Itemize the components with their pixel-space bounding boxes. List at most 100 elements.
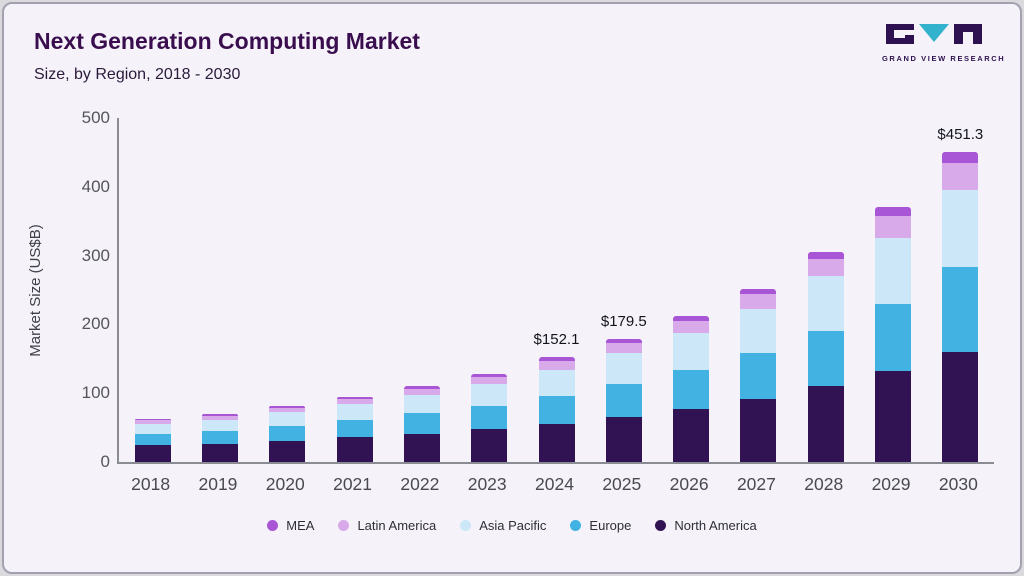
bar-segment-asia-pacific: [269, 412, 306, 426]
bar-2022: [403, 386, 440, 462]
bar-segment-latin-america: [807, 259, 844, 277]
legend-swatch-icon: [460, 520, 472, 531]
bar-segment-europe: [538, 395, 575, 425]
y-tick-label: 200: [81, 314, 110, 334]
x-tick-label: 2025: [602, 474, 642, 494]
bar-2027: [740, 288, 777, 462]
bar-segment-mea: [269, 405, 306, 408]
bar-2023: [471, 373, 508, 462]
bar-segment-mea: [336, 396, 373, 399]
chart-title: Next Generation Computing Market: [34, 28, 420, 54]
bar-segment-asia-pacific: [538, 369, 575, 396]
bar-value-annotation: $152.1: [533, 331, 580, 349]
bar-segment-asia-pacific: [740, 308, 777, 354]
bar-segment-north-america: [875, 371, 912, 462]
bar-value-annotation: $451.3: [937, 125, 984, 143]
bar-2021: [336, 396, 373, 462]
x-tick-label: 2028: [804, 474, 844, 494]
legend-swatch-icon: [338, 520, 350, 531]
legend-label: Asia Pacific: [479, 518, 547, 533]
bar-segment-europe: [336, 419, 373, 438]
bar-segment-asia-pacific: [134, 424, 171, 434]
bar-segment-north-america: [538, 424, 575, 462]
bar-segment-latin-america: [942, 162, 979, 191]
bar-2019: [201, 413, 238, 462]
bar-segment-mea: [134, 418, 171, 421]
y-tick-label: 0: [100, 452, 110, 471]
bar-segment-mea: [807, 252, 844, 260]
bar-segment-north-america: [942, 351, 979, 462]
bar-segment-north-america: [269, 440, 306, 462]
bar-segment-north-america: [336, 437, 373, 462]
legend-label: Latin America: [357, 518, 437, 533]
bar-segment-latin-america: [403, 388, 440, 396]
x-tick-label: 2021: [333, 474, 373, 494]
bar-segment-latin-america: [336, 398, 373, 405]
bar-2030: [942, 151, 979, 462]
bar-segment-asia-pacific: [673, 333, 710, 371]
bar-segment-europe: [269, 425, 306, 441]
bar-2020: [269, 405, 306, 462]
x-tick-label: 2022: [400, 474, 440, 494]
bar-segment-mea: [538, 357, 575, 361]
x-tick-label: 2030: [938, 474, 978, 494]
bar-segment-europe: [740, 353, 777, 400]
bar-segment-europe: [471, 405, 508, 430]
x-tick-label: 2029: [871, 474, 911, 494]
bar-segment-europe: [942, 267, 979, 352]
bar-segment-north-america: [134, 445, 171, 462]
logo-text: GRAND VIEW RESEARCH: [882, 54, 1006, 63]
y-tick-label: 100: [81, 383, 110, 403]
bar-segment-asia-pacific: [336, 404, 373, 420]
bar-segment-asia-pacific: [403, 395, 440, 414]
x-axis-labels: 2018 2019 2020 2021 2022 2023 2024 2025 2026 2027…: [117, 474, 992, 500]
bar-segment-europe: [403, 413, 440, 434]
y-axis-ticks: 0 100 200 300 400 500: [4, 108, 110, 471]
legend-item-latin-america: Latin America: [338, 518, 436, 533]
bar-segment-north-america: [403, 433, 440, 462]
bar-segment-mea: [471, 373, 508, 377]
bar-value-annotation: $179.5: [600, 312, 647, 330]
bar-segment-asia-pacific: [471, 383, 508, 406]
bar-segment-latin-america: [471, 376, 508, 384]
y-tick-label: 300: [81, 245, 110, 265]
bar-segment-latin-america: [538, 360, 575, 370]
bar-segment-north-america: [807, 386, 844, 462]
bar-segment-asia-pacific: [942, 190, 979, 268]
bar-segment-mea: [673, 316, 710, 321]
x-tick-label: 2020: [265, 474, 305, 494]
x-tick-label: 2024: [535, 474, 574, 494]
bar-segment-europe: [673, 370, 710, 409]
bar-segment-north-america: [201, 443, 238, 462]
legend-label: MEA: [286, 518, 315, 533]
bar-segment-europe: [134, 433, 171, 446]
legend-swatch-icon: [570, 520, 582, 531]
bar-segment-latin-america: [134, 420, 171, 425]
legend: MEA Latin America Asia Pacific Europe North …: [4, 518, 1020, 533]
bar-2018: [134, 418, 171, 462]
legend-item-europe: Europe: [570, 518, 631, 533]
legend-item-asia-pacific: Asia Pacific: [460, 518, 546, 533]
bar-segment-mea: [875, 207, 912, 217]
x-tick-label: 2026: [669, 474, 709, 494]
bar-segment-latin-america: [740, 294, 777, 309]
bar-segment-europe: [201, 430, 238, 444]
chart-subtitle: Size, by Region, 2018 - 2030: [34, 66, 241, 83]
x-tick-label: 2023: [467, 474, 507, 494]
bar-segment-north-america: [471, 429, 508, 462]
bar-segment-europe: [875, 303, 912, 372]
bar-2028: [807, 252, 844, 462]
y-tick-label: 500: [81, 108, 110, 127]
y-tick-label: 400: [81, 176, 110, 196]
plot-area: $152.1 $179.5 $451.3: [117, 118, 994, 464]
bar-2029: [875, 207, 912, 462]
bar-segment-mea: [403, 386, 440, 389]
brand-logo: GRAND VIEW RESEARCH: [882, 22, 1006, 63]
legend-label: North America: [674, 518, 757, 533]
legend-item-north-america: North America: [655, 518, 757, 533]
legend-swatch-icon: [267, 520, 279, 531]
bar-segment-asia-pacific: [605, 352, 642, 385]
bar-segment-north-america: [673, 409, 710, 462]
bar-segment-mea: [740, 288, 777, 295]
bar-segment-europe: [605, 384, 642, 418]
